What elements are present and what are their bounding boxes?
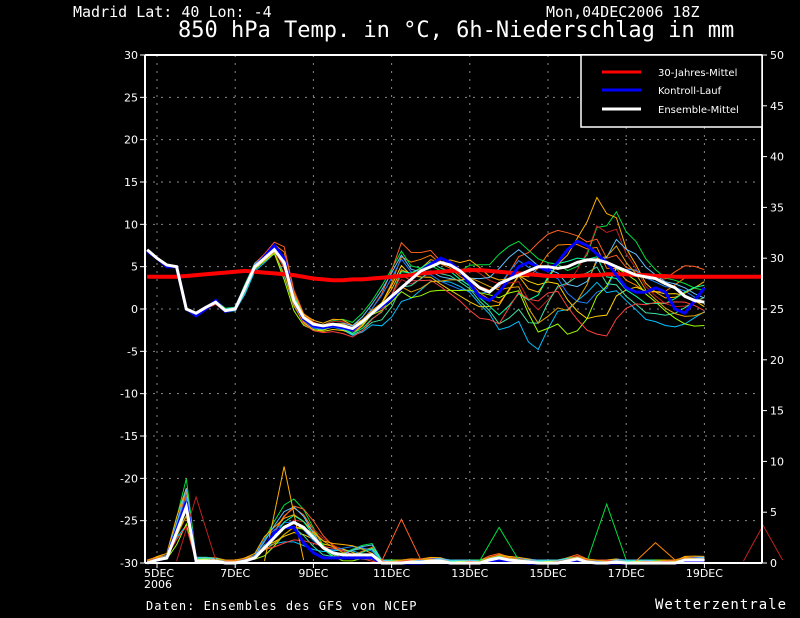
y2-tick-label: 20 xyxy=(770,354,784,367)
ensemble-member-precip-line xyxy=(147,496,705,564)
precip-peak-line xyxy=(176,495,217,562)
ensemble-member-precip-line xyxy=(147,496,705,564)
ensemble-member-precip-line xyxy=(147,504,705,564)
y2-tick-label: 50 xyxy=(770,49,784,62)
y-tick-label: -5 xyxy=(127,345,138,358)
precip-peak-line xyxy=(586,502,627,562)
y2-tick-label: 25 xyxy=(770,303,784,316)
ensemble-mean-precip-line xyxy=(146,501,705,565)
series-layer xyxy=(146,239,764,565)
location-label: Madrid Lat: 40 Lon: -4 xyxy=(73,3,272,21)
y2-tick-label: 15 xyxy=(770,405,784,418)
control-run-precip-line xyxy=(146,501,705,565)
precip-peak-line xyxy=(479,526,520,562)
y2-tick-label: 5 xyxy=(770,506,777,519)
legend-label-climate: 30-Jahres-Mittel xyxy=(658,68,737,79)
y-tick-label: 0 xyxy=(131,303,138,316)
legend-label-control: Kontroll-Lauf xyxy=(658,86,722,97)
y-tick-label: 20 xyxy=(124,134,138,147)
precip-peak-line xyxy=(743,524,784,562)
x-tick-label: 19DEC xyxy=(686,567,723,580)
y2-tick-label: 10 xyxy=(770,455,784,468)
x-tick-label: 15DEC xyxy=(529,567,566,580)
climate-mean-line xyxy=(147,268,764,283)
legend-label-ensemble: Ensemble-Mittel xyxy=(658,105,739,116)
ensemble-member-precip-line xyxy=(147,514,705,564)
grid xyxy=(145,55,762,563)
y-tick-label: 5 xyxy=(131,261,138,274)
x-tick-label: 9DEC xyxy=(298,567,328,580)
legend: 30-Jahres-Mittel Kontroll-Lauf Ensemble-… xyxy=(580,54,763,128)
ensemble-member-temp-line xyxy=(146,245,705,329)
run-date-label: Mon,04DEC2006 18Z xyxy=(546,3,700,21)
ensemble-member-temp-line xyxy=(146,249,705,335)
ensemble-members xyxy=(146,196,784,564)
y-tick-label: -25 xyxy=(120,515,138,528)
y-tick-label: 30 xyxy=(124,49,138,62)
y-tick-label: 15 xyxy=(124,176,138,189)
x-tick-label: 13DEC xyxy=(451,567,488,580)
ensemble-member-precip-line xyxy=(147,509,705,564)
ensemble-member-temp-line xyxy=(146,243,705,333)
y2-tick-label: 45 xyxy=(770,100,784,113)
ensemble-member-temp-line xyxy=(146,249,705,336)
x-tick-label: 5DEC xyxy=(144,567,174,580)
y-tick-label: -10 xyxy=(120,388,138,401)
ensemble-member-precip-line xyxy=(147,491,705,564)
y2-tick-label: 30 xyxy=(770,252,784,265)
ensemble-member-precip-line xyxy=(146,487,705,564)
y-tick-label: 10 xyxy=(124,218,138,231)
precip-peak-line xyxy=(381,518,422,562)
brand-label: Wetterzentrale xyxy=(655,597,788,613)
y2-tick-label: 35 xyxy=(770,201,784,214)
chart-title: 850 hPa Temp. in °C, 6h-Niederschlag in … xyxy=(178,18,735,43)
axes: 302520151050-5-10-15-20-25-3050454035302… xyxy=(120,49,784,591)
x-tick-label: 17DEC xyxy=(608,567,645,580)
y-tick-label: 25 xyxy=(124,91,138,104)
x-tick-label: 11DEC xyxy=(373,567,410,580)
y-tick-label: -20 xyxy=(120,472,138,485)
precip-peak-line xyxy=(635,542,676,562)
y2-tick-label: 40 xyxy=(770,151,784,164)
ensemble-member-precip-line xyxy=(147,488,705,564)
x-tick-label: 7DEC xyxy=(220,567,250,580)
precip-peak-line xyxy=(264,466,305,562)
data-source-label: Daten: Ensembles des GFS von NCEP xyxy=(146,599,418,613)
ensemble-mean-temp-line xyxy=(146,247,705,331)
x-tick-label: 2006 xyxy=(144,578,172,591)
y2-tick-label: 0 xyxy=(770,557,777,570)
ensemble-member-precip-line xyxy=(147,503,705,564)
ensemble-member-precip-line xyxy=(147,514,705,564)
y-tick-label: -30 xyxy=(120,557,138,570)
ensemble-member-temp-line xyxy=(146,246,705,331)
y-tick-label: -15 xyxy=(120,430,138,443)
